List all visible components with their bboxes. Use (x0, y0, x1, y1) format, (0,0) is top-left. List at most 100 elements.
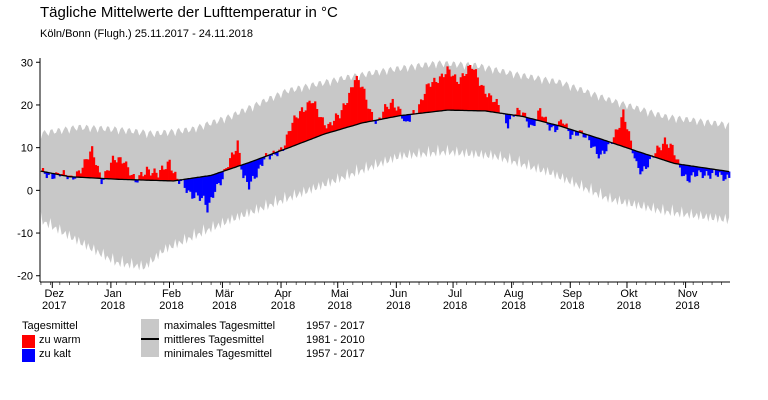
daily-anomaly-bar (325, 128, 328, 134)
daily-anomaly-bar (153, 168, 156, 181)
daily-anomaly-bar (442, 77, 445, 111)
daily-anomaly-bar (690, 165, 693, 176)
daily-anomaly-bar (660, 150, 663, 160)
daily-anomaly-bar (355, 75, 358, 125)
daily-anomaly-bar (302, 111, 306, 142)
daily-anomaly-bar (605, 140, 608, 152)
daily-anomaly-bar (643, 153, 646, 167)
daily-anomaly-bar (333, 120, 336, 132)
x-month-label: Okt (620, 288, 637, 300)
daily-anomaly-bar (219, 172, 222, 186)
daily-anomaly-bar (225, 168, 228, 171)
daily-anomaly-bar (179, 179, 183, 182)
daily-anomaly-bar (113, 160, 116, 180)
daily-anomaly-bar (340, 110, 343, 129)
daily-anomaly-bar (631, 149, 634, 154)
daily-anomaly-bar (272, 150, 275, 154)
daily-anomaly-bar (87, 159, 90, 178)
daily-anomaly-bar (51, 173, 54, 179)
daily-anomaly-bar (694, 166, 697, 177)
legend-title: Tagesmittel (22, 320, 78, 332)
x-month-label: Feb (162, 288, 181, 300)
daily-anomaly-bar (261, 157, 264, 166)
daily-anomaly-bar (644, 154, 648, 169)
daily-anomaly-bar (482, 85, 485, 111)
daily-anomaly-bar (701, 167, 704, 179)
daily-anomaly-bar (489, 95, 493, 112)
daily-anomaly-bar (276, 152, 279, 157)
x-year-label: 2018 (212, 300, 236, 312)
daily-anomaly-bar (556, 125, 559, 130)
daily-anomaly-bar (427, 83, 430, 113)
x-month-label: Mai (331, 288, 349, 300)
daily-anomaly-bar (463, 76, 466, 111)
daily-anomaly-bar (480, 84, 483, 111)
y-tick-label: 0 (27, 185, 33, 197)
daily-anomaly-bar (557, 121, 561, 126)
daily-anomaly-bar (593, 137, 597, 147)
daily-anomaly-bar (351, 87, 355, 126)
daily-anomaly-bar (548, 123, 551, 131)
daily-anomaly-bar (367, 108, 370, 122)
daily-anomaly-bar (486, 97, 489, 112)
daily-anomaly-bar (293, 115, 296, 146)
x-month-label: Jun (389, 288, 407, 300)
daily-anomaly-bar (616, 129, 619, 145)
daily-anomaly-bar (603, 140, 606, 154)
daily-anomaly-bar (174, 171, 177, 181)
daily-anomaly-bar (57, 173, 60, 175)
daily-anomaly-bar (726, 171, 729, 175)
daily-anomaly-bar (298, 111, 302, 144)
daily-anomaly-bar (191, 178, 194, 199)
daily-anomaly-bar (478, 85, 481, 111)
daily-anomaly-bar (232, 154, 236, 168)
x-year-label: 2018 (386, 300, 410, 312)
daily-anomaly-bar (89, 151, 92, 178)
daily-anomaly-bar (212, 174, 215, 198)
daily-anomaly-bar (641, 152, 644, 172)
daily-anomaly-bar (669, 143, 672, 163)
daily-anomaly-bar (314, 101, 317, 138)
daily-anomaly-bar (493, 101, 496, 113)
daily-anomaly-bar (217, 172, 220, 184)
daily-anomaly-bar (85, 159, 88, 178)
daily-anomaly-bar (661, 143, 665, 160)
daily-anomaly-bar (446, 66, 449, 111)
climate-range-band (40, 60, 730, 271)
daily-anomaly-bar (720, 170, 723, 175)
daily-anomaly-bar (711, 169, 714, 173)
axis-layer: -20-100102030Dez2017Jan2018Feb2018Mär201… (17, 57, 730, 312)
daily-anomaly-bar (595, 137, 599, 154)
daily-anomaly-bar (565, 123, 568, 129)
daily-anomaly-bar (637, 151, 640, 168)
daily-anomaly-bar (149, 175, 152, 181)
daily-anomaly-bar (663, 137, 667, 161)
daily-anomaly-bar (459, 77, 462, 111)
daily-anomaly-bar (236, 140, 239, 167)
daily-anomaly-bar (198, 177, 202, 201)
daily-anomaly-bar (554, 124, 557, 133)
daily-anomaly-bar (297, 118, 300, 145)
daily-anomaly-bar (344, 104, 347, 128)
daily-anomaly-bar (639, 152, 642, 175)
daily-anomaly-bar (96, 165, 99, 179)
daily-anomaly-bar (253, 160, 256, 179)
daily-anomaly-bar (79, 173, 82, 178)
daily-anomaly-bar (537, 110, 540, 121)
daily-anomaly-bar (457, 84, 461, 111)
daily-anomaly-bar (665, 144, 668, 161)
daily-anomaly-bar (136, 179, 139, 183)
daily-anomaly-bar (166, 161, 169, 181)
daily-anomaly-bar (728, 171, 731, 178)
daily-anomaly-bar (109, 162, 113, 179)
legend-max-period: 1957 - 2017 (306, 320, 365, 332)
daily-anomaly-bar (495, 98, 498, 113)
daily-anomaly-bar (251, 161, 254, 176)
daily-anomaly-bar (622, 109, 625, 147)
daily-anomaly-bar (246, 163, 249, 182)
daily-anomaly-bar (673, 155, 676, 164)
daily-anomaly-bar (401, 115, 404, 119)
x-month-label: Jan (104, 288, 122, 300)
daily-anomaly-bar (278, 149, 281, 152)
daily-anomaly-bar (592, 136, 595, 147)
